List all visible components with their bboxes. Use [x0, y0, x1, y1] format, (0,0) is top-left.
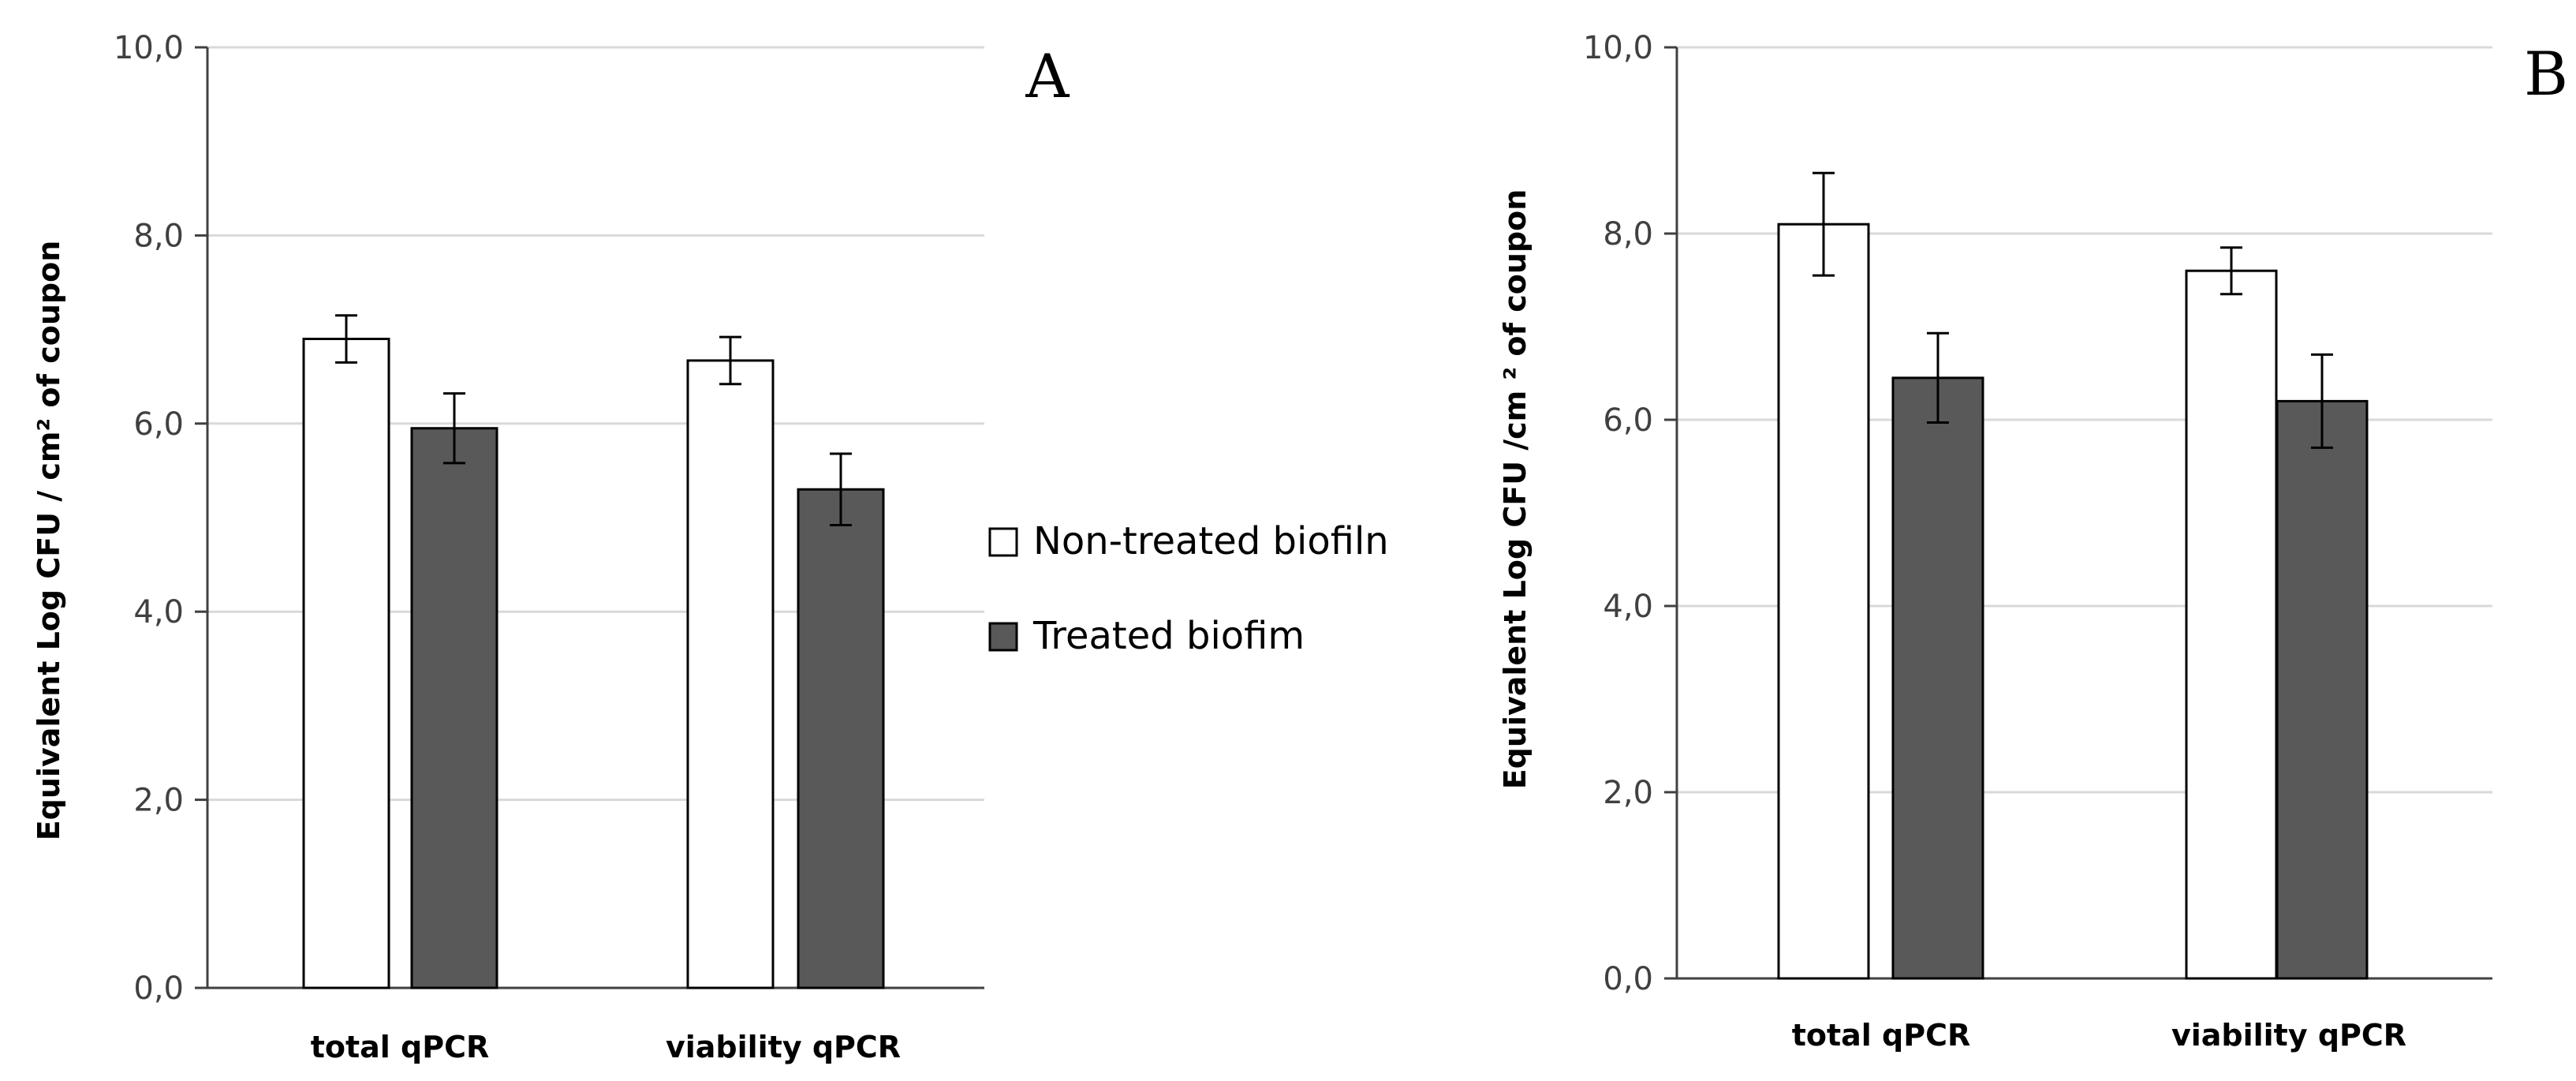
y-tick-label-b-2: 4,0	[1603, 589, 1653, 625]
error-bar-b-non-treated-1	[2220, 246, 2242, 296]
bar-a-non-treated-0	[302, 338, 390, 989]
category-label-b-0: total qPCR	[1792, 1018, 1971, 1053]
y-tick-label-b-1: 2,0	[1603, 775, 1653, 811]
y-axis-label-b: Equivalent Log CFU /cm ² of coupon	[1498, 189, 1533, 790]
y-axis-label-a: Equivalent Log CFU / cm² of coupon	[32, 241, 66, 841]
category-label-a-0: total qPCR	[311, 1030, 490, 1064]
category-label-b-1: viability qPCR	[2171, 1018, 2406, 1053]
y-tick-label-a-1: 2,0	[133, 783, 184, 819]
y-tick-label-a-5: 10,0	[114, 30, 184, 66]
y-tick-label-b-0: 0,0	[1603, 961, 1653, 997]
y-tick-label-a-0: 0,0	[133, 971, 184, 1007]
bar-b-non-treated-1	[2185, 269, 2278, 980]
chart-panel-a: Equivalent Log CFU / cm² of coupon A 0,0…	[32, 30, 1070, 1064]
legend-label-non-treated: Non-treated biofiln	[1033, 519, 1389, 563]
y-tick-label-a-4: 8,0	[133, 218, 184, 254]
legend-swatch-non-treated	[988, 527, 1018, 557]
error-bar-a-non-treated-0	[335, 314, 357, 364]
error-bar-b-non-treated-0	[1813, 171, 1835, 277]
bar-a-non-treated-1	[686, 359, 775, 989]
legend: Non-treated biofiln Treated biofim	[988, 519, 1389, 658]
y-tick-label-b-5: 10,0	[1583, 30, 1653, 66]
bar-b-treated-1	[2275, 399, 2369, 980]
error-bar-a-treated-1	[830, 452, 852, 527]
bar-b-non-treated-0	[1777, 223, 1870, 980]
legend-swatch-treated	[988, 622, 1018, 652]
y-tick-label-b-3: 6,0	[1603, 402, 1653, 439]
bar-b-treated-0	[1891, 376, 1984, 980]
y-tick-label-a-3: 6,0	[133, 406, 184, 443]
y-tick-label-a-2: 4,0	[133, 594, 184, 630]
panel-label-a: A	[1025, 41, 1070, 111]
bar-a-treated-1	[797, 488, 885, 989]
bar-a-treated-0	[410, 427, 498, 989]
error-bar-b-treated-1	[2311, 353, 2333, 449]
error-bar-b-treated-0	[1927, 331, 1949, 425]
error-bar-a-non-treated-1	[719, 335, 741, 386]
panel-label-b: B	[2524, 39, 2568, 109]
category-label-a-1: viability qPCR	[666, 1030, 901, 1064]
chart-panel-b: Equivalent Log CFU /cm ² of coupon B 0,0…	[1498, 30, 2568, 1053]
legend-label-treated: Treated biofim	[1032, 614, 1305, 658]
error-bar-a-treated-0	[443, 392, 465, 465]
y-tick-label-b-4: 8,0	[1603, 216, 1653, 252]
